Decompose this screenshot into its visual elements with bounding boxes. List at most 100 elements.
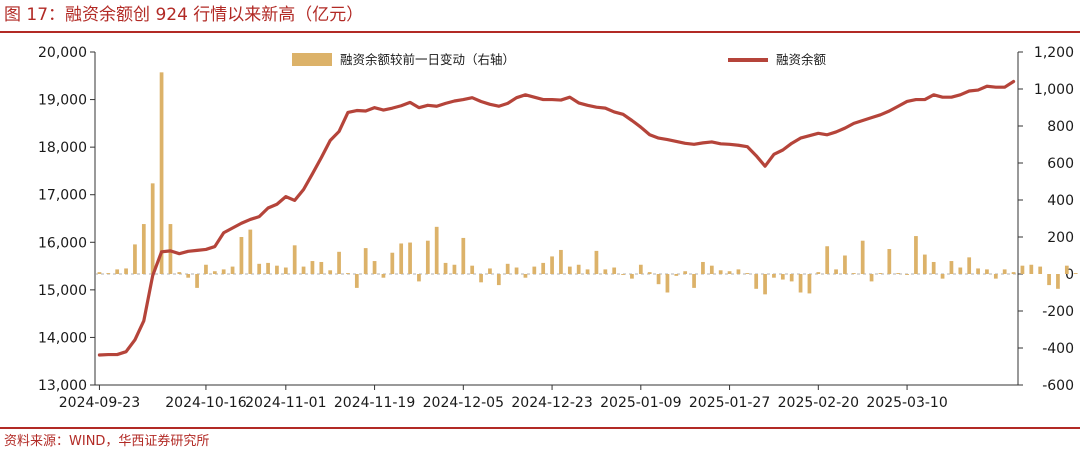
change-bar xyxy=(248,229,253,274)
y-left-tick-label: 16,000 xyxy=(38,235,87,251)
change-bar xyxy=(656,274,661,285)
change-bar xyxy=(275,265,279,274)
change-bar xyxy=(905,274,909,275)
x-tick-label: 2025-02-20 xyxy=(778,395,859,411)
change-bar xyxy=(523,274,528,278)
change-bar xyxy=(212,271,217,274)
y-right-tick-label: 600 xyxy=(1047,156,1074,172)
y-right-tick-label: 200 xyxy=(1047,230,1074,246)
bar-series-group xyxy=(97,72,1078,295)
change-bar xyxy=(621,274,625,275)
y-right-tick-label: 1,000 xyxy=(1034,82,1074,98)
y-right-tick-label: 800 xyxy=(1047,119,1074,135)
change-bar xyxy=(931,261,936,274)
change-bar xyxy=(221,269,226,275)
axes-group: 13,000 14,000 15,000 16,000 17,000 18,000 19,0… xyxy=(38,45,1074,411)
y-right-tick-label: 400 xyxy=(1047,193,1074,209)
figure-title: 图 17：融资余额创 924 行情以来新高（亿元） xyxy=(4,5,364,25)
legend-line-label: 融资余额 xyxy=(776,52,827,67)
x-tick-label: 2024-12-23 xyxy=(511,395,592,411)
y-right-tick-label: 1,200 xyxy=(1034,45,1074,61)
change-bar xyxy=(283,267,288,274)
change-bar xyxy=(399,243,404,274)
y-left-tick-label: 19,000 xyxy=(38,93,87,109)
x-tick-label: 2024-09-23 xyxy=(59,395,140,411)
change-bar xyxy=(612,267,617,274)
change-bar xyxy=(825,246,830,274)
x-tick-label: 2024-11-01 xyxy=(245,395,326,411)
change-bar xyxy=(958,267,963,274)
change-bar xyxy=(834,269,838,275)
change-bar xyxy=(470,265,475,274)
change-bar xyxy=(461,237,466,274)
change-bar xyxy=(417,274,421,282)
change-bar xyxy=(479,274,483,283)
y-left-tick-label: 20,000 xyxy=(38,45,87,61)
change-bar xyxy=(133,244,137,274)
change-bar xyxy=(532,266,537,274)
x-tick-label: 2024-10-16 xyxy=(165,395,246,411)
change-bar xyxy=(346,273,350,274)
change-bar xyxy=(630,274,634,279)
change-bar xyxy=(488,268,492,274)
change-bar xyxy=(576,264,581,274)
y-right-tick-label: -600 xyxy=(1042,378,1074,394)
change-bar xyxy=(1002,269,1007,275)
change-bar xyxy=(843,255,847,274)
change-bar xyxy=(887,249,892,274)
line-series-group xyxy=(97,79,1016,357)
change-bar xyxy=(701,261,705,274)
y-right-tick-label: -200 xyxy=(1042,304,1074,320)
change-bar xyxy=(736,269,741,275)
legend: 融资余额较前一日变动（右轴） 融资余额 xyxy=(292,52,827,67)
x-tick-label: 2025-01-09 xyxy=(600,395,681,411)
change-bar xyxy=(745,273,750,274)
change-bar xyxy=(727,271,732,274)
change-bar xyxy=(1020,265,1025,274)
change-bar xyxy=(496,274,501,286)
change-bar xyxy=(390,252,395,274)
change-bar xyxy=(514,267,519,274)
change-bar xyxy=(940,274,945,279)
change-bar xyxy=(425,240,430,274)
change-bar xyxy=(1056,274,1060,289)
change-bar xyxy=(230,266,235,274)
change-bar xyxy=(603,269,608,275)
y-left-tick-label: 18,000 xyxy=(38,140,87,156)
change-bar xyxy=(949,261,954,274)
change-bar xyxy=(381,274,386,278)
legend-bar-swatch xyxy=(292,53,332,66)
x-tick-label: 2024-12-05 xyxy=(423,395,504,411)
change-bar xyxy=(266,262,270,274)
change-bar xyxy=(434,226,439,274)
change-bar xyxy=(443,262,448,274)
change-bar xyxy=(328,270,333,274)
change-bar xyxy=(594,250,599,275)
change-bar xyxy=(985,269,989,275)
change-bar xyxy=(319,261,324,274)
change-bar xyxy=(204,264,208,274)
change-bar xyxy=(337,251,341,274)
change-bar xyxy=(789,274,794,282)
y-left-tick-label: 14,000 xyxy=(38,330,87,346)
y-left-tick-label: 17,000 xyxy=(38,188,87,204)
change-bar xyxy=(993,274,998,279)
change-bar xyxy=(692,274,696,288)
change-bar xyxy=(159,72,164,274)
change-bar xyxy=(292,245,297,274)
change-bar xyxy=(665,274,670,293)
change-bar xyxy=(354,274,359,288)
change-bar xyxy=(195,274,199,288)
change-bar xyxy=(709,265,714,274)
change-bar xyxy=(896,273,901,274)
change-bar xyxy=(780,274,785,280)
change-bar xyxy=(124,268,128,274)
change-bar xyxy=(363,248,368,274)
change-bar xyxy=(860,240,865,274)
change-bar xyxy=(914,236,918,274)
y-left-tick-label: 13,000 xyxy=(38,378,87,394)
change-bar xyxy=(186,274,191,278)
change-bar xyxy=(106,273,111,274)
change-bar xyxy=(301,266,306,274)
